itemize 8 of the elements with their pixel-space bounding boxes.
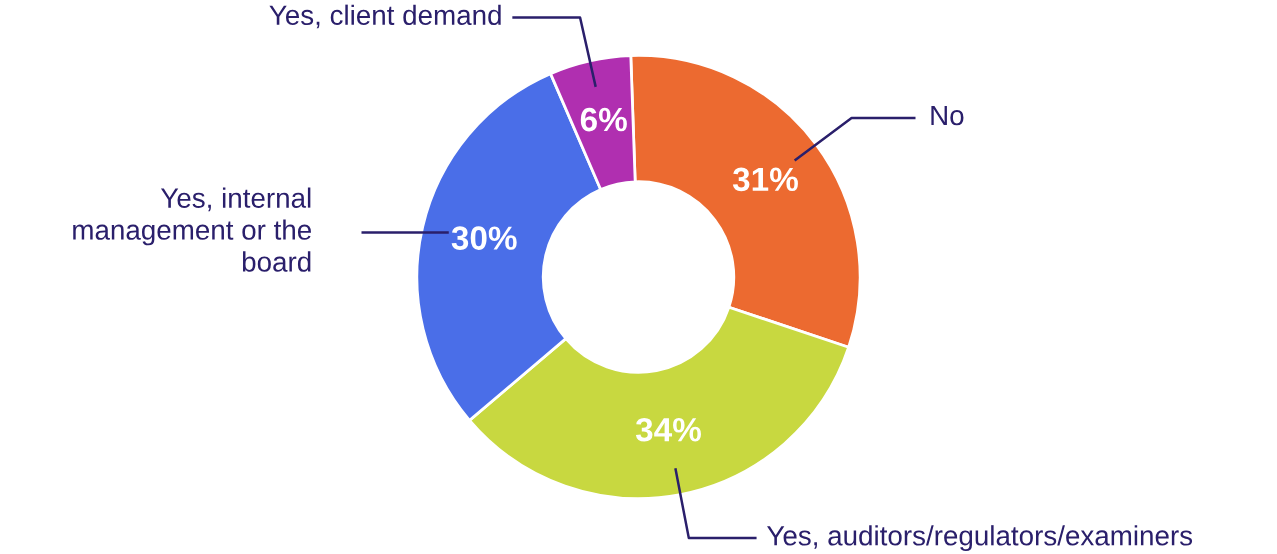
data-label: 31%: [732, 167, 798, 192]
slice-label: Yes, auditors/regulators/examiners: [767, 525, 1193, 552]
data-label: 6%: [580, 107, 627, 132]
data-label: 34%: [635, 417, 701, 442]
slice-label: Yes, internal management or the board: [73, 187, 311, 272]
data-label: 30%: [451, 226, 517, 250]
slice-label: Yes, client demand: [269, 4, 501, 29]
slice-label: No: [931, 105, 964, 126]
